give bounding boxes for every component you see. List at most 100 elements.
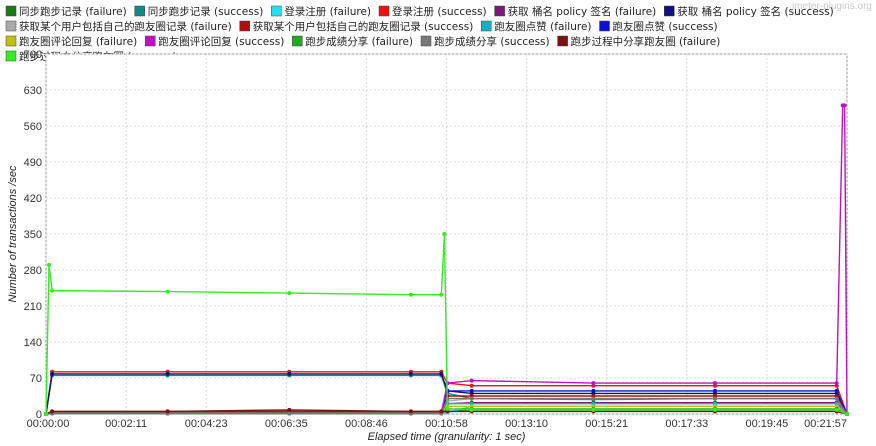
x-tick-label: 00:10:58 [425, 418, 468, 430]
data-point [469, 383, 474, 388]
data-point [287, 371, 292, 376]
data-point [442, 232, 447, 236]
data-point [439, 292, 444, 297]
legend-item: 同步跑步记录 (failure) [5, 5, 127, 18]
data-point [834, 396, 839, 401]
series-line [45, 373, 848, 415]
legend-item: 获取 桶名 policy 签名 (failure) [494, 5, 657, 18]
legend-swatch [599, 20, 610, 32]
legend-item: 跑友圈点赞 (success) [599, 20, 718, 33]
data-point [469, 378, 474, 383]
legend-item: 跑步过程中分享跑友圈 (failure) [557, 35, 721, 48]
y-axis-ticks: 0 70 140 210 280 350 420 490 560 630 700 [24, 49, 42, 421]
data-point [50, 371, 55, 376]
plot-area [44, 53, 849, 416]
legend-label: 获取某个用户包括自己的跑友圈记录 (failure) [19, 20, 232, 33]
data-point [834, 381, 839, 386]
legend-label: 获取 桶名 policy 签名 (failure) [508, 5, 657, 18]
series-layer [44, 103, 849, 416]
legend-swatch [134, 5, 145, 17]
y-tick-label: 140 [24, 337, 42, 349]
y-tick-label: 630 [24, 85, 42, 97]
legend-item: 同步跑步记录 (success) [134, 5, 264, 18]
x-tick-label: 00:08:46 [345, 418, 388, 430]
legend-item: 跑友圈评论回复 (success) [144, 35, 284, 48]
series-line [45, 409, 848, 415]
legend-swatch [378, 5, 390, 17]
y-tick-label: 280 [24, 265, 42, 277]
data-point [469, 396, 474, 401]
legend-label: 同步跑步记录 (success) [148, 5, 264, 18]
legend-label: 跑友圈评论回复 (success) [158, 35, 284, 48]
y-tick-label: 490 [24, 157, 42, 169]
data-point [713, 381, 717, 386]
series-line [45, 397, 848, 415]
legend-swatch [557, 35, 568, 47]
legend-swatch [239, 20, 250, 32]
legend-label: 跑友圈点赞 (failure) [494, 20, 591, 33]
legend-item: 跑步成绩分享 (success) [420, 35, 550, 48]
series [44, 232, 849, 416]
data-point [713, 396, 717, 401]
legend-label: 跑步成绩分享 (success) [434, 35, 550, 48]
legend-swatch [5, 20, 17, 32]
legend-swatch [494, 5, 505, 17]
data-point [439, 409, 444, 414]
data-point [845, 412, 849, 416]
y-tick-label: 420 [24, 193, 42, 205]
x-tick-label: 00:02:11 [105, 418, 147, 430]
data-point [47, 262, 51, 267]
legend-item: 跑友圈点赞 (failure) [481, 20, 592, 33]
legend-item: 跑步成绩分享 (failure) [292, 35, 413, 48]
legend-label: 登录注册 (success) [392, 5, 487, 18]
data-point [165, 409, 170, 414]
data-point [834, 407, 839, 412]
data-point [408, 409, 413, 414]
legend-item: 获取某个用户包括自己的跑友圈记录 (success) [239, 20, 474, 33]
data-point [44, 412, 48, 416]
data-point [50, 409, 55, 414]
x-tick-label: 00:19:45 [745, 418, 788, 430]
data-point [469, 388, 474, 393]
legend-swatch [5, 5, 17, 17]
data-point [287, 411, 292, 416]
data-point [165, 371, 170, 376]
legend-label: 获取某个用户包括自己的跑友圈记录 (success) [253, 20, 474, 33]
legend-item: 获取 桶名 policy 签名 (success) [664, 5, 834, 18]
legend-label: 跑步过程中分享跑友圈 (failure) [571, 35, 721, 48]
y-tick-label: 210 [24, 301, 42, 313]
y-tick-label: 350 [24, 229, 42, 241]
x-tick-label: 00:21:57 [804, 418, 847, 430]
legend: 同步跑步记录 (failure) 同步跑步记录 (success) 登录注册 (fa… [5, 5, 834, 63]
legend-label: 登录注册 (failure) [284, 5, 371, 18]
x-tick-label: 00:06:35 [265, 418, 308, 430]
series-line [45, 233, 848, 415]
data-point [591, 407, 596, 412]
legend-swatch [271, 5, 282, 17]
legend-swatch [420, 35, 432, 47]
y-tick-label: 700 [24, 49, 42, 61]
y-tick-label: 0 [36, 409, 42, 421]
legend-swatch [292, 35, 303, 47]
legend-swatch [5, 50, 17, 62]
data-point [287, 407, 292, 412]
legend-swatch [664, 5, 675, 17]
data-point [834, 388, 839, 393]
data-point [408, 371, 413, 376]
x-axis-title: Elapsed time (granularity: 1 sec) [368, 431, 526, 443]
legend-item: 跑友圈评论回复 (failure) [5, 35, 137, 48]
legend-swatch [481, 20, 492, 32]
data-point [591, 381, 596, 386]
legend-item: 登录注册 (failure) [271, 5, 371, 18]
y-tick-label: 560 [24, 121, 42, 133]
watermark: jmeter-plugins.org [791, 1, 872, 12]
legend-label: 获取 桶名 policy 签名 (success) [677, 5, 834, 18]
data-point [165, 289, 170, 294]
x-axis-ticks: 00:00:00 00:02:11 00:04:23 00:06:35 00:08:46… [27, 418, 847, 430]
data-point [591, 396, 596, 401]
data-point [439, 371, 444, 376]
x-tick-label: 00:00:00 [27, 418, 70, 430]
series-line [45, 371, 848, 415]
data-point [408, 292, 413, 297]
